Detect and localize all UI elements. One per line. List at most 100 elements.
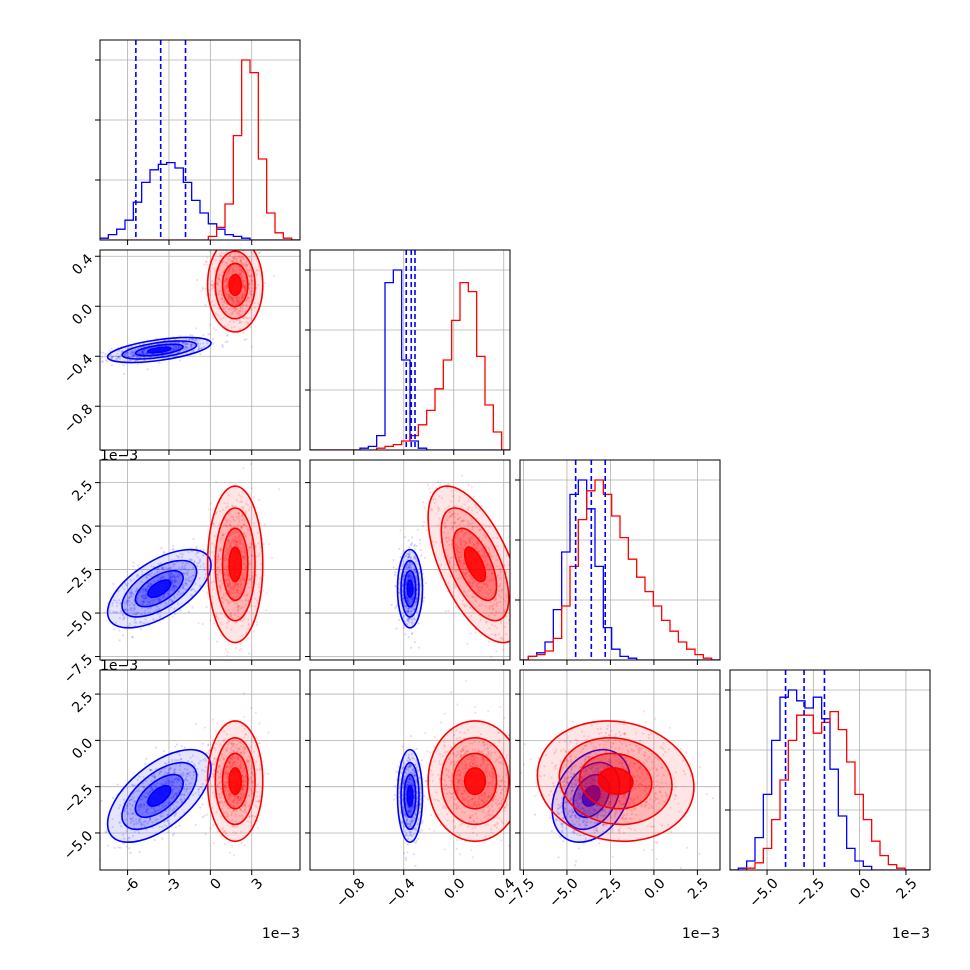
scatter-point — [227, 269, 231, 272]
scatter-point — [241, 255, 244, 258]
scatter-point — [216, 558, 219, 561]
scatter-point — [187, 551, 190, 554]
scatter-point — [159, 562, 162, 565]
scatter-point — [197, 622, 200, 625]
scatter-point — [197, 345, 200, 348]
scatter-point — [126, 603, 129, 606]
scatter-point — [221, 234, 223, 236]
scatter-point — [217, 307, 220, 310]
scatter-point — [177, 347, 180, 350]
scatter-point — [200, 289, 203, 293]
scatter-point — [180, 745, 183, 748]
scatter-point — [227, 609, 230, 612]
scatter-point — [248, 274, 251, 277]
scatter-point — [92, 825, 94, 827]
scatter-point — [245, 565, 248, 568]
scatter-point — [126, 601, 129, 604]
scatter-point — [226, 650, 229, 654]
scatter-point — [514, 611, 516, 613]
scatter-point — [173, 580, 176, 583]
scatter-point — [195, 327, 198, 330]
scatter-point — [246, 528, 249, 531]
scatter-point — [144, 600, 147, 603]
scatter-point — [225, 264, 228, 267]
scatter-point — [233, 255, 236, 259]
scatter-point — [238, 309, 242, 312]
scatter-point — [225, 565, 228, 568]
scatter-point — [231, 617, 235, 620]
scatter-point — [511, 626, 513, 628]
scatter-point — [241, 304, 244, 307]
scatter-point — [224, 592, 227, 595]
scatter-point — [140, 570, 144, 573]
scatter-point — [235, 311, 238, 314]
scatter-point — [116, 604, 119, 608]
scatter-point — [247, 652, 251, 655]
scatter-point — [142, 601, 145, 604]
scatter-point — [409, 565, 412, 568]
scatter-point — [415, 598, 418, 601]
scatter-point — [228, 269, 231, 272]
scatter-point — [217, 291, 221, 294]
scatter-point — [242, 261, 245, 265]
scatter-point — [516, 639, 518, 641]
scatter-point — [409, 572, 412, 575]
scatter-point — [246, 295, 249, 298]
scatter-point — [395, 567, 398, 571]
scatter-point — [237, 273, 241, 276]
scatter-point — [258, 498, 261, 502]
scatter-point — [244, 599, 248, 602]
scatter-point — [233, 603, 236, 606]
scatter-point — [173, 596, 176, 599]
scatter-point — [239, 579, 242, 583]
scatter-point — [163, 605, 166, 608]
scatter-point — [415, 596, 418, 599]
scatter-point — [123, 354, 126, 357]
scatter-point — [133, 348, 137, 351]
scatter-point — [238, 615, 241, 618]
scatter-point — [169, 575, 172, 578]
scatter-point — [243, 558, 246, 562]
scatter-point — [244, 289, 247, 292]
scatter-point — [174, 745, 177, 748]
scatter-point — [211, 262, 214, 266]
scatter-point — [240, 296, 243, 300]
scatter-point — [144, 596, 147, 599]
scatter-point — [131, 356, 134, 359]
scatter-point — [243, 548, 246, 551]
scatter-point — [225, 622, 229, 625]
scatter-point — [210, 301, 213, 304]
scatter-point — [247, 627, 250, 630]
scatter-point — [253, 301, 256, 305]
scatter-point — [234, 253, 237, 256]
scatter-point — [487, 640, 490, 643]
scatter-point — [249, 546, 252, 549]
scatter-point — [490, 656, 493, 659]
scatter-point — [174, 344, 177, 347]
scatter-point — [227, 601, 230, 604]
scatter-point — [184, 346, 187, 349]
scatter-point — [192, 350, 195, 353]
scatter-point — [224, 518, 227, 521]
scatter-point — [232, 300, 236, 303]
scatter-point — [162, 568, 165, 572]
scatter-point — [130, 580, 133, 583]
scatter-point — [408, 572, 412, 576]
scatter-point — [240, 270, 244, 273]
scatter-point — [239, 268, 242, 271]
scatter-point — [144, 588, 148, 591]
scatter-point — [516, 621, 518, 623]
scatter-point — [137, 352, 140, 355]
scatter-point — [140, 580, 143, 584]
scatter-point — [248, 287, 251, 290]
scatter-point — [181, 565, 184, 568]
scatter-point — [133, 604, 136, 607]
scatter-point — [511, 625, 513, 627]
scatter-point — [134, 590, 137, 593]
scatter-point — [217, 617, 220, 621]
histogram-frame-4 — [729, 669, 931, 871]
scatter-point — [234, 296, 237, 300]
scatter-point — [409, 557, 412, 561]
scatter-point — [238, 272, 241, 275]
scatter-point — [242, 532, 246, 535]
